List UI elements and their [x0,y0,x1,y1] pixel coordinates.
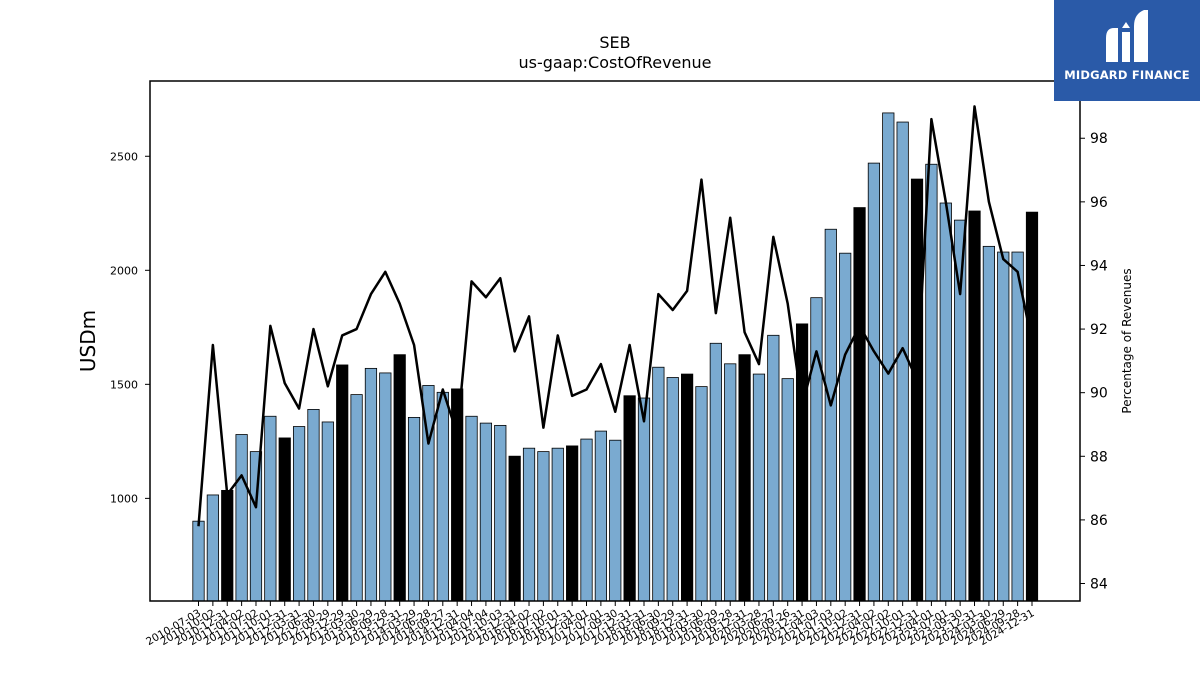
bar [637,397,651,602]
bar [580,438,593,602]
bar [249,451,263,602]
bar-group [192,112,1039,602]
bar [350,394,363,602]
bar [393,354,406,602]
bar [968,210,981,602]
bar [695,386,708,602]
logo-text: MIDGARD FINANCE [1064,68,1190,82]
bar [853,207,866,602]
bar [681,373,694,602]
y2-tick-label: 92 [1090,322,1108,338]
bar [192,520,205,602]
bar [1011,251,1024,602]
bar [364,367,378,602]
y2-tick-label: 90 [1090,386,1108,402]
bar [839,252,852,602]
bar [566,445,579,602]
y2-tick-label: 84 [1090,577,1108,593]
bar [494,424,507,602]
bar [997,251,1010,602]
bar [795,323,809,602]
bar [609,439,622,602]
y2-axis-label: Percentage of Revenues [1120,268,1134,413]
bar [623,395,636,602]
y2-tick-label: 96 [1090,195,1108,211]
bar [206,494,219,602]
bar [781,378,794,602]
y-tick-label: 2000 [110,264,138,277]
y-axis-right: 84 86 88 90 92 94 96 98 [1080,131,1108,593]
y-axis-label: USDm [76,310,100,372]
x-axis: 2010-07-032010-10-022010-12-312011-04-02… [144,601,1037,648]
bar [896,121,909,602]
bar [292,426,306,602]
y2-tick-label: 86 [1090,513,1108,529]
chart-title: SEB [599,33,630,52]
y2-tick-label: 88 [1090,449,1108,465]
bar [824,228,837,602]
y2-tick-label: 98 [1090,131,1108,147]
chart-subtitle: us-gaap:CostOfRevenue [518,53,711,72]
bar [508,455,521,602]
bar [724,363,737,602]
bar [954,219,967,602]
bar [925,163,938,602]
y-tick-label: 1500 [110,378,138,391]
bar [738,354,751,602]
brand-logo: MIDGARD FINANCE [1054,0,1200,101]
y-tick-label: 1000 [110,492,138,505]
bar [321,421,334,602]
bar [379,372,392,602]
bar [939,202,952,602]
bar [594,430,607,602]
bar [810,297,823,602]
y-axis-left: 1000 1500 2000 2500 [110,150,150,505]
bar [278,437,291,602]
bar [652,366,665,602]
y-tick-label: 2500 [110,150,138,163]
bar [867,162,881,602]
bar [752,373,766,602]
bar [465,415,478,602]
line-group [197,105,1034,527]
bar [666,377,679,602]
bar [479,422,493,602]
bar [1025,211,1039,602]
bar [522,447,536,602]
bar [235,434,248,602]
bar [767,334,780,602]
bar [336,364,349,602]
bar [709,342,722,602]
bar [882,112,895,602]
bar [407,416,421,602]
bar [537,451,550,602]
bar [307,409,320,602]
y2-tick-label: 94 [1090,258,1108,274]
logo-mark-icon [1106,10,1148,62]
bar [436,391,449,602]
bar [221,489,234,602]
bar [910,178,924,602]
bar [982,245,995,602]
bar [264,415,277,602]
bar [551,447,564,602]
percentage-line [197,105,1034,527]
